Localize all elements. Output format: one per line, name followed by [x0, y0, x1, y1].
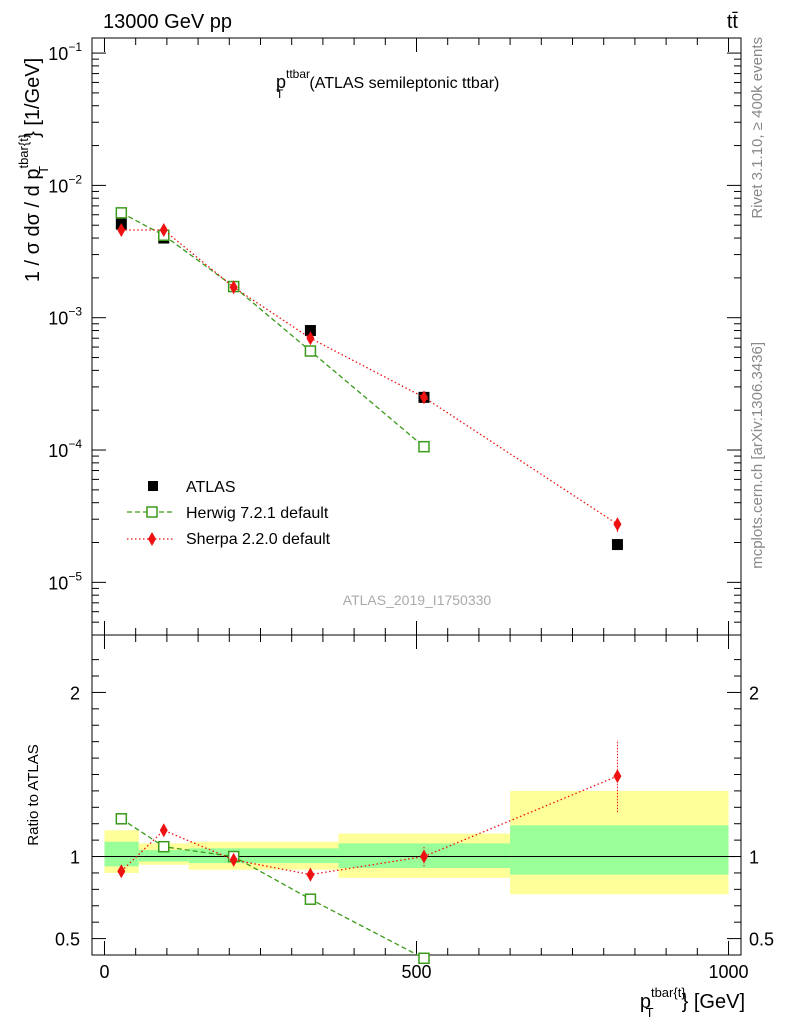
ratio-ytick-label-right: 0.5	[749, 930, 774, 950]
ratio-sherpa-point	[306, 867, 315, 882]
legend-herwig-marker	[146, 506, 158, 518]
main-ytick-mantissa: 10	[48, 309, 68, 329]
main-axes: 10−110−210−310−410−5	[48, 37, 742, 636]
main-sherpa-point	[229, 280, 238, 295]
watermark: ATLAS_2019_I1750330	[343, 592, 492, 608]
ratio-ytick-label: 1	[70, 848, 80, 868]
main-herwig-point	[304, 345, 317, 357]
legend-atlas: ATLAS	[148, 479, 236, 496]
ratio-xlabel: ptbar{t} T } [GeV]	[640, 985, 745, 1020]
band-green-4	[510, 825, 729, 875]
main-ytick-exponent: −1	[68, 40, 82, 54]
legend-atlas-label: ATLAS	[186, 479, 236, 496]
ratio-xtick-label: 1000	[708, 962, 748, 982]
main-sherpa-point	[419, 390, 428, 405]
process-label: tt̄	[727, 11, 739, 33]
main-ylabel-b: } [1/GeV]	[22, 58, 44, 138]
ratio-sherpa-point	[229, 852, 238, 867]
main-ytick-label: 10−1	[48, 40, 82, 64]
ratio-xtick-label: 500	[401, 962, 431, 982]
ratio-sherpa-point	[613, 769, 622, 784]
ratio-sherpa-point	[159, 823, 168, 838]
main-ytick-exponent: −5	[68, 569, 82, 583]
main-ytick-label: 10−2	[48, 172, 82, 196]
main-ytick-exponent: −4	[68, 437, 82, 451]
legend-sherpa-label: Sherpa 2.2.0 default	[186, 531, 331, 548]
main-sherpa-point	[306, 331, 315, 346]
main-ytick-exponent: −2	[68, 172, 82, 186]
ratio-herwig-point	[304, 893, 317, 905]
ratio-herwig-point	[158, 840, 170, 853]
ratio-sherpa-line	[120, 775, 618, 876]
main-herwig-point	[418, 440, 430, 453]
ratio-xlabel-sub: T	[646, 1005, 654, 1020]
ratio-ylabel: Ratio to ATLAS	[25, 744, 42, 845]
main-herwig-line	[121, 212, 425, 448]
legend-herwig-label: Herwig 7.2.1 default	[186, 505, 329, 522]
ratio-xtick-label: 0	[99, 962, 109, 982]
main-ytick-label: 10−5	[48, 569, 82, 593]
band-green-2	[188, 848, 339, 864]
legend-sherpa-marker	[148, 532, 156, 546]
main-ytick-exponent: −3	[68, 305, 82, 319]
main-ytick-mantissa: 10	[48, 176, 68, 196]
energy-label: 13000 GeV pp	[103, 11, 232, 33]
main-data-point	[304, 325, 316, 337]
mcplots-label: mcplots.cern.ch [arXiv:1306.3436]	[749, 342, 766, 569]
ratio-herwig-point	[418, 952, 430, 965]
legend-herwig: Herwig 7.2.1 default	[127, 505, 329, 522]
main-title: pttbar T (ATLAS semileptonic ttbar)	[276, 67, 499, 101]
main-ytick-label: 10−3	[48, 305, 82, 329]
ratio-ytick-label: 2	[70, 683, 80, 703]
ratio-sherpa-point	[117, 864, 126, 879]
main-ylabel-sub: T	[36, 166, 51, 174]
main-ytick-label: 10−4	[48, 437, 82, 461]
ratio-herwig-point	[115, 813, 128, 825]
legend: ATLAS Herwig 7.2.1 default Sherpa 2.2.0 …	[127, 479, 331, 548]
ratio-sherpa	[117, 740, 622, 882]
legend-atlas-marker	[148, 481, 158, 491]
main-title-rest: (ATLAS semileptonic ttbar)	[309, 75, 499, 92]
main-sherpa	[117, 223, 622, 533]
main-ytick-mantissa: 10	[48, 573, 68, 593]
main-ytick-mantissa: 10	[48, 441, 68, 461]
main-ylabel: 1 / σ dσ / d ptbar{t} T } [1/GeV]	[16, 58, 51, 282]
main-ylabel-a: 1 / σ dσ / d p	[22, 169, 44, 283]
ratio-sherpa-point	[419, 849, 428, 864]
main-title-p: p	[276, 72, 286, 92]
ratio-ytick-label: 0.5	[55, 930, 80, 950]
main-ylabel-sup: tbar{t}	[16, 133, 31, 168]
main-herwig-point	[115, 207, 128, 219]
legend-sherpa: Sherpa 2.2.0 default	[127, 531, 331, 548]
ratio-ytick-label-right: 2	[749, 683, 759, 703]
ratio-xlabel-sup: tbar{t}	[651, 985, 686, 1000]
main-sherpa-point	[613, 517, 622, 532]
main-title-sub: T	[276, 87, 284, 101]
band-green-1	[138, 849, 189, 862]
rivet-label: Rivet 3.1.10, ≥ 400k events	[749, 37, 766, 219]
ratio-xlabel-b: } [GeV]	[682, 991, 745, 1013]
ratio-series	[115, 740, 622, 965]
ratio-xlabel-a: p	[640, 991, 651, 1013]
ratio-ytick-label-right: 1	[749, 848, 759, 868]
main-sherpa-point	[159, 223, 168, 238]
main-title-sup: ttbar	[286, 67, 310, 81]
band-green-0	[104, 841, 139, 867]
main-sherpa-point	[117, 223, 126, 238]
main-series	[115, 207, 623, 551]
main-ytick-mantissa: 10	[48, 44, 68, 64]
main-data-point	[611, 539, 623, 551]
ratio-bands	[104, 790, 729, 895]
